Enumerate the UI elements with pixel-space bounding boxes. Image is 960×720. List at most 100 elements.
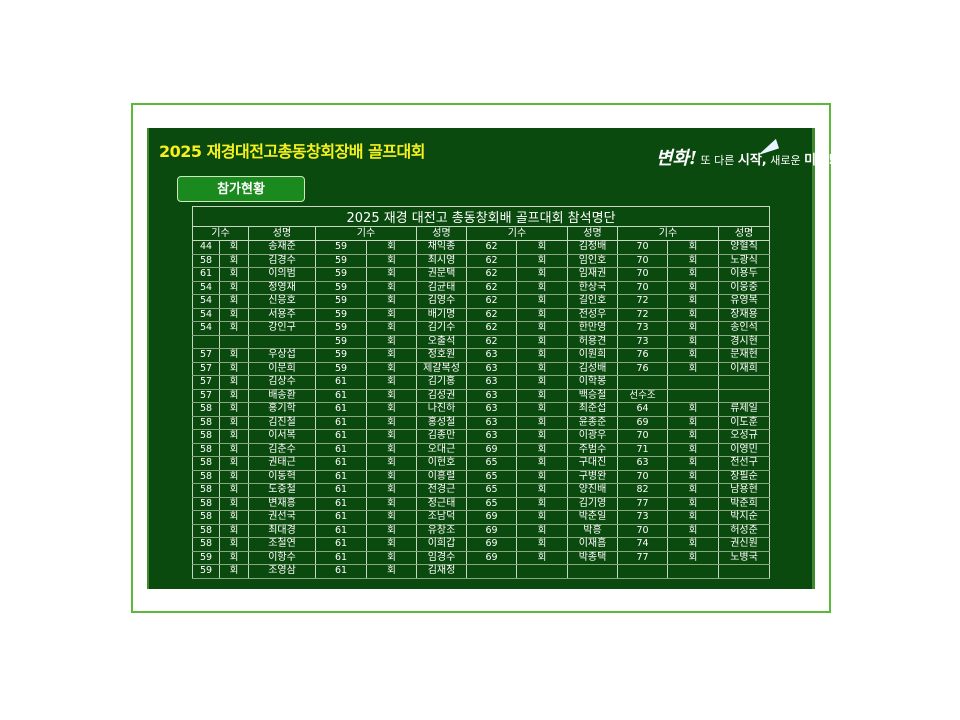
class-year-cell: 58: [192, 415, 220, 430]
class-suffix-cell: 회: [516, 375, 568, 390]
name-cell: [717, 564, 771, 579]
name-cell: 김기홍: [416, 375, 467, 390]
name-cell: 이광우: [567, 429, 618, 444]
name-cell: 백승철: [567, 388, 618, 403]
class-suffix-cell: 회: [667, 496, 719, 511]
column-header-class: 기수: [315, 226, 417, 241]
name-cell: 김정배: [567, 240, 618, 255]
class-year-cell: 54: [192, 307, 220, 322]
name-cell: 김균태: [416, 280, 467, 295]
name-cell: 이재희: [717, 361, 771, 376]
class-year-cell: 69: [617, 415, 668, 430]
class-suffix-cell: 회: [667, 361, 719, 376]
name-cell: 조영삼: [248, 564, 316, 579]
class-suffix-cell: 회: [219, 294, 249, 309]
name-cell: 홍성철: [416, 415, 467, 430]
name-cell: 박준희: [717, 496, 771, 511]
name-cell: 제갈복성: [416, 361, 467, 376]
class-year-cell: 76: [617, 361, 668, 376]
name-cell: 임인호: [567, 253, 618, 268]
class-year-cell: 70: [617, 429, 668, 444]
name-cell: [717, 388, 771, 403]
table-row: 57 회 이문희 59 회 제갈복성 63 회 김성배 76 회 이재희: [192, 361, 771, 376]
name-cell: 김성권: [416, 388, 467, 403]
class-suffix-cell: 회: [366, 483, 417, 498]
name-cell: 채익종: [416, 240, 467, 255]
class-year-cell: 74: [617, 537, 668, 552]
name-cell: 변재흥: [248, 496, 316, 511]
name-cell: 양진배: [567, 483, 618, 498]
name-cell: 김기영: [567, 496, 618, 511]
class-year-cell: 58: [192, 496, 220, 511]
name-cell: [717, 375, 771, 390]
class-suffix-cell: 회: [366, 294, 417, 309]
name-cell: 양혈직: [717, 240, 771, 255]
class-suffix-cell: 회: [219, 469, 249, 484]
class-suffix-cell: 회: [366, 402, 417, 417]
table-row: 58 회 김진철 61 회 홍성철 63 회 윤종준 69 회 이도훈: [192, 415, 771, 430]
class-suffix-cell: 회: [219, 510, 249, 525]
class-year-cell: 57: [192, 375, 220, 390]
class-suffix-cell: [516, 564, 568, 579]
class-suffix-cell: 회: [667, 442, 719, 457]
name-cell: 이흥렬: [416, 469, 467, 484]
class-suffix-cell: 회: [219, 361, 249, 376]
class-suffix-cell: 회: [516, 442, 568, 457]
table-row: 58 회 김춘수 61 회 오대근 69 회 주범수 71 회 이영민: [192, 442, 771, 457]
class-suffix-cell: 회: [366, 537, 417, 552]
name-cell: [248, 334, 316, 349]
class-year-cell: 70: [617, 523, 668, 538]
class-suffix-cell: 회: [667, 415, 719, 430]
name-cell: 신응호: [248, 294, 316, 309]
class-suffix-cell: 회: [366, 240, 417, 255]
name-cell: 이희갑: [416, 537, 467, 552]
class-suffix-cell: 회: [516, 469, 568, 484]
class-suffix-cell: 회: [366, 469, 417, 484]
class-year-cell: 73: [617, 321, 668, 336]
column-header-class: 기수: [466, 226, 568, 241]
name-cell: 김종만: [416, 429, 467, 444]
name-cell: 박종택: [567, 550, 618, 565]
name-cell: 이학봉: [567, 375, 618, 390]
class-year-cell: 58: [192, 429, 220, 444]
class-suffix-cell: 회: [516, 510, 568, 525]
name-cell: 전성우: [567, 307, 618, 322]
class-year-cell: 61: [315, 429, 367, 444]
class-year-cell: 69: [466, 550, 517, 565]
class-year-cell: 59: [315, 267, 367, 282]
class-year-cell: 57: [192, 388, 220, 403]
class-year-cell: 62: [466, 240, 517, 255]
class-suffix-cell: 회: [667, 307, 719, 322]
slogan-logo: 변화! 또 다른 시작, 새로운 미래!: [656, 138, 834, 170]
name-cell: 권문택: [416, 267, 467, 282]
attendee-table: 2025 재경 대전고 총동창회배 골프대회 참석명단 기수 성명 기수 성명 기수 성명…: [191, 206, 771, 579]
class-suffix-cell: 회: [516, 550, 568, 565]
class-suffix-cell: 회: [219, 456, 249, 471]
class-year-cell: 65: [466, 456, 517, 471]
name-cell: 이동혁: [248, 469, 316, 484]
class-year-cell: 63: [466, 402, 517, 417]
name-cell: 이재흠: [567, 537, 618, 552]
class-suffix-cell: 회: [366, 253, 417, 268]
logo-text: 또 다른 시작, 새로운 미래!: [700, 153, 834, 168]
table-row: 58 회 김경수 59 회 최시영 62 회 임인호 70 회 노광식: [192, 253, 771, 268]
class-year-cell: 58: [192, 456, 220, 471]
participants-tab-button[interactable]: 참가현황: [177, 176, 305, 202]
class-year-cell: 61: [315, 550, 367, 565]
class-suffix-cell: 회: [366, 348, 417, 363]
table-row: 58 회 변재흥 61 회 정근태 65 회 김기영 77 회 박준희: [192, 496, 771, 511]
class-year-cell: 63: [466, 429, 517, 444]
class-year-cell: 58: [192, 483, 220, 498]
name-cell: 강인구: [248, 321, 316, 336]
name-cell: 윤종준: [567, 415, 618, 430]
class-year-cell: 69: [466, 510, 517, 525]
class-year-cell: 58: [192, 402, 220, 417]
name-cell: 김성배: [567, 361, 618, 376]
class-year-cell: 62: [466, 334, 517, 349]
class-suffix-cell: 회: [516, 294, 568, 309]
class-suffix-cell: 회: [366, 456, 417, 471]
class-suffix-cell: 회: [667, 537, 719, 552]
name-cell: 이웅중: [717, 280, 771, 295]
class-year-cell: 77: [617, 550, 668, 565]
name-cell: 유창조: [416, 523, 467, 538]
